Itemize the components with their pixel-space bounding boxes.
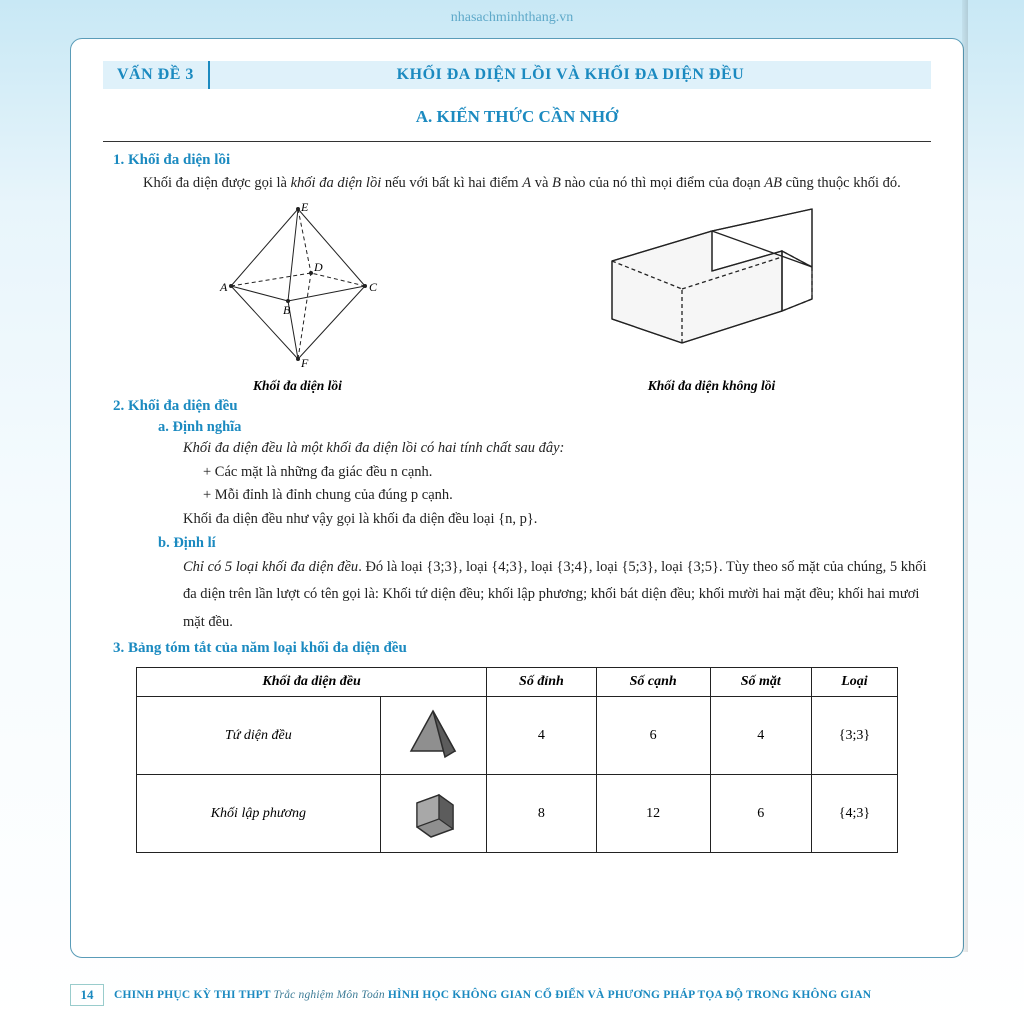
- table-header-row: Khối đa diện đều Số đỉnh Số cạnh Số mặt …: [137, 668, 898, 697]
- cell-icon: [380, 697, 487, 775]
- svg-text:E: E: [300, 201, 309, 214]
- heading-3: 3. Bảng tóm tắt của năm loại khối đa diệ…: [113, 640, 931, 657]
- svg-text:B: B: [283, 303, 291, 317]
- s2a-line1: Khối đa diện đều là một khối đa diện lồi…: [183, 438, 931, 460]
- cell-f: 4: [710, 697, 811, 775]
- section-title: A. KIẾN THỨC CẦN NHỚ: [103, 107, 931, 127]
- figure-row: E A C B D F Khối đa diện lồi: [103, 201, 931, 394]
- polyhedra-table: Khối đa diện đều Số đỉnh Số cạnh Số mặt …: [136, 667, 898, 853]
- page-footer: 14 CHINH PHỤC KỲ THI THPT Trắc nghiệm Mô…: [70, 984, 964, 1006]
- figure-nonconvex: Khối đa diện không lồi: [582, 201, 842, 394]
- figure-nonconvex-caption: Khối đa diện không lồi: [582, 378, 842, 394]
- heading-2b: b. Định lí: [158, 535, 931, 552]
- svg-text:F: F: [300, 356, 309, 370]
- chapter-number: VẤN ĐỀ 3: [103, 61, 210, 89]
- table-row: Khối lập phương 8 12 6 {4;3}: [137, 775, 898, 853]
- s2a-bullet2: + Mỗi đỉnh là đỉnh chung của đúng p cạnh…: [203, 485, 931, 507]
- cell-icon: [380, 775, 487, 853]
- s1-paragraph: Khối đa diện được gọi là khối đa diện lồ…: [143, 173, 931, 195]
- col-edges: Số cạnh: [596, 668, 710, 697]
- cell-name: Tứ diện đều: [137, 697, 380, 775]
- cube-icon: [405, 783, 461, 839]
- divider: [103, 141, 931, 142]
- col-faces: Số mặt: [710, 668, 811, 697]
- page-number: 14: [70, 984, 104, 1006]
- page-shadow: [962, 0, 968, 952]
- figure-convex: E A C B D F Khối đa diện lồi: [193, 201, 403, 394]
- cell-e: 6: [596, 697, 710, 775]
- cell-v: 8: [487, 775, 597, 853]
- svg-text:C: C: [369, 280, 378, 294]
- heading-2a: a. Định nghĩa: [158, 419, 931, 436]
- col-name: Khối đa diện đều: [137, 668, 487, 697]
- cell-name: Khối lập phương: [137, 775, 380, 853]
- cell-type: {3;3}: [811, 697, 897, 775]
- page-frame: VẤN ĐỀ 3 KHỐI ĐA DIỆN LỒI VÀ KHỐI ĐA DIỆ…: [70, 38, 964, 958]
- heading-1: 1. Khối đa diện lồi: [113, 152, 931, 169]
- svg-text:D: D: [313, 260, 323, 274]
- col-vertices: Số đỉnh: [487, 668, 597, 697]
- cell-e: 12: [596, 775, 710, 853]
- tetrahedron-icon: [405, 707, 461, 759]
- s2b-text: Chỉ có 5 loại khối đa diện đều. Đó là lo…: [183, 554, 931, 637]
- chapter-title: KHỐI ĐA DIỆN LỒI VÀ KHỐI ĐA DIỆN ĐỀU: [210, 61, 931, 89]
- cell-type: {4;3}: [811, 775, 897, 853]
- s2a-line2: Khối đa diện đều như vậy gọi là khối đa …: [183, 509, 931, 531]
- s2a-bullet1: + Các mặt là những đa giác đều n cạnh.: [203, 462, 931, 484]
- watermark: nhasachminhthang.vn: [0, 0, 1024, 26]
- svg-text:A: A: [219, 280, 228, 294]
- cell-f: 6: [710, 775, 811, 853]
- table-row: Tứ diện đều 4 6 4 {3;3}: [137, 697, 898, 775]
- chapter-header: VẤN ĐỀ 3 KHỐI ĐA DIỆN LỒI VÀ KHỐI ĐA DIỆ…: [103, 61, 931, 89]
- cell-v: 4: [487, 697, 597, 775]
- heading-2: 2. Khối đa diện đều: [113, 398, 931, 415]
- figure-convex-caption: Khối đa diện lồi: [193, 378, 403, 394]
- footer-text: CHINH PHỤC KỲ THI THPT Trắc nghiệm Môn T…: [114, 989, 871, 1001]
- col-type: Loại: [811, 668, 897, 697]
